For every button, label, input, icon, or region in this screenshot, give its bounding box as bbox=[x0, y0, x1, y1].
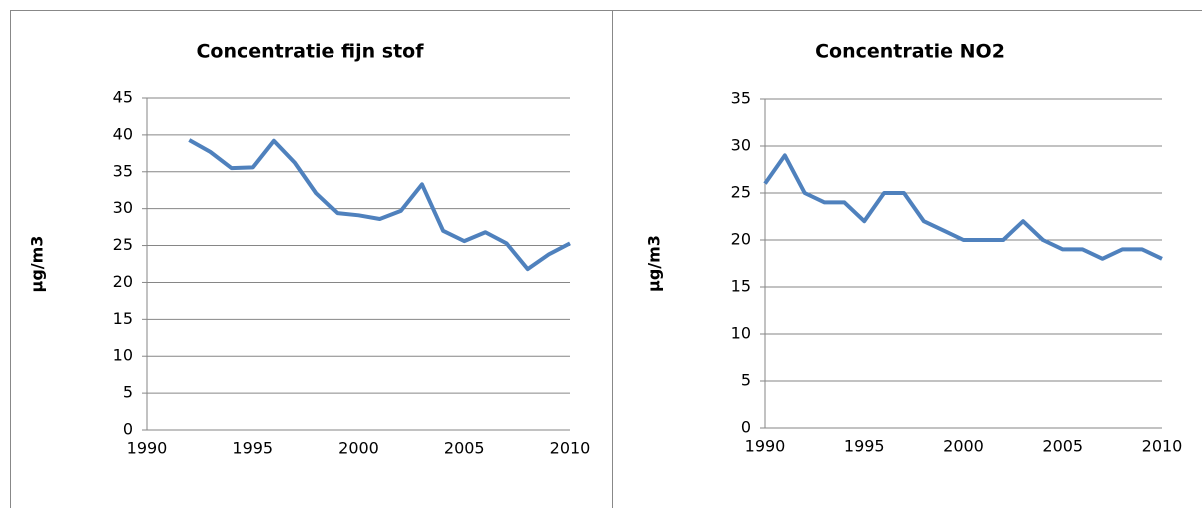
y-tick-label: 20 bbox=[731, 230, 751, 249]
y-tick-label: 40 bbox=[113, 124, 133, 143]
y-axis-label: µg/m3 bbox=[645, 235, 664, 292]
y-axis-label: µg/m3 bbox=[28, 236, 47, 293]
x-tick-label: 1995 bbox=[232, 439, 273, 458]
y-tick-label: 15 bbox=[731, 277, 751, 296]
y-tick-label: 5 bbox=[123, 383, 133, 402]
x-tick-label: 2000 bbox=[943, 437, 984, 456]
data-line bbox=[188, 138, 571, 272]
y-tick-label: 10 bbox=[113, 346, 133, 365]
y-tick-label: 35 bbox=[113, 161, 133, 180]
chart-title: Concentratie fijn stof bbox=[196, 41, 424, 63]
y-tick-label: 15 bbox=[113, 309, 133, 328]
x-tick-label: 1995 bbox=[844, 437, 885, 456]
x-tick-label: 2005 bbox=[444, 439, 485, 458]
x-tick-label: 2010 bbox=[550, 439, 591, 458]
x-tick-label: 1990 bbox=[745, 437, 786, 456]
panel-right bbox=[612, 10, 1202, 508]
x-tick-label: 1990 bbox=[127, 439, 168, 458]
x-tick-label: 2000 bbox=[338, 439, 379, 458]
y-tick-label: 20 bbox=[113, 272, 133, 291]
x-tick-label: 2005 bbox=[1042, 437, 1083, 456]
y-tick-label: 45 bbox=[113, 88, 133, 107]
y-tick-label: 30 bbox=[731, 136, 751, 155]
panel-left bbox=[10, 10, 613, 508]
x-tick-label: 2010 bbox=[1142, 437, 1183, 456]
data-line bbox=[763, 153, 1163, 261]
y-tick-label: 10 bbox=[731, 324, 751, 343]
y-tick-label: 35 bbox=[731, 89, 751, 108]
y-tick-label: 0 bbox=[123, 420, 133, 439]
y-tick-label: 25 bbox=[113, 235, 133, 254]
y-tick-label: 30 bbox=[113, 198, 133, 217]
y-tick-label: 0 bbox=[741, 418, 751, 437]
chart-title: Concentratie NO2 bbox=[815, 41, 1005, 63]
y-tick-label: 5 bbox=[741, 371, 751, 390]
y-tick-label: 25 bbox=[731, 183, 751, 202]
